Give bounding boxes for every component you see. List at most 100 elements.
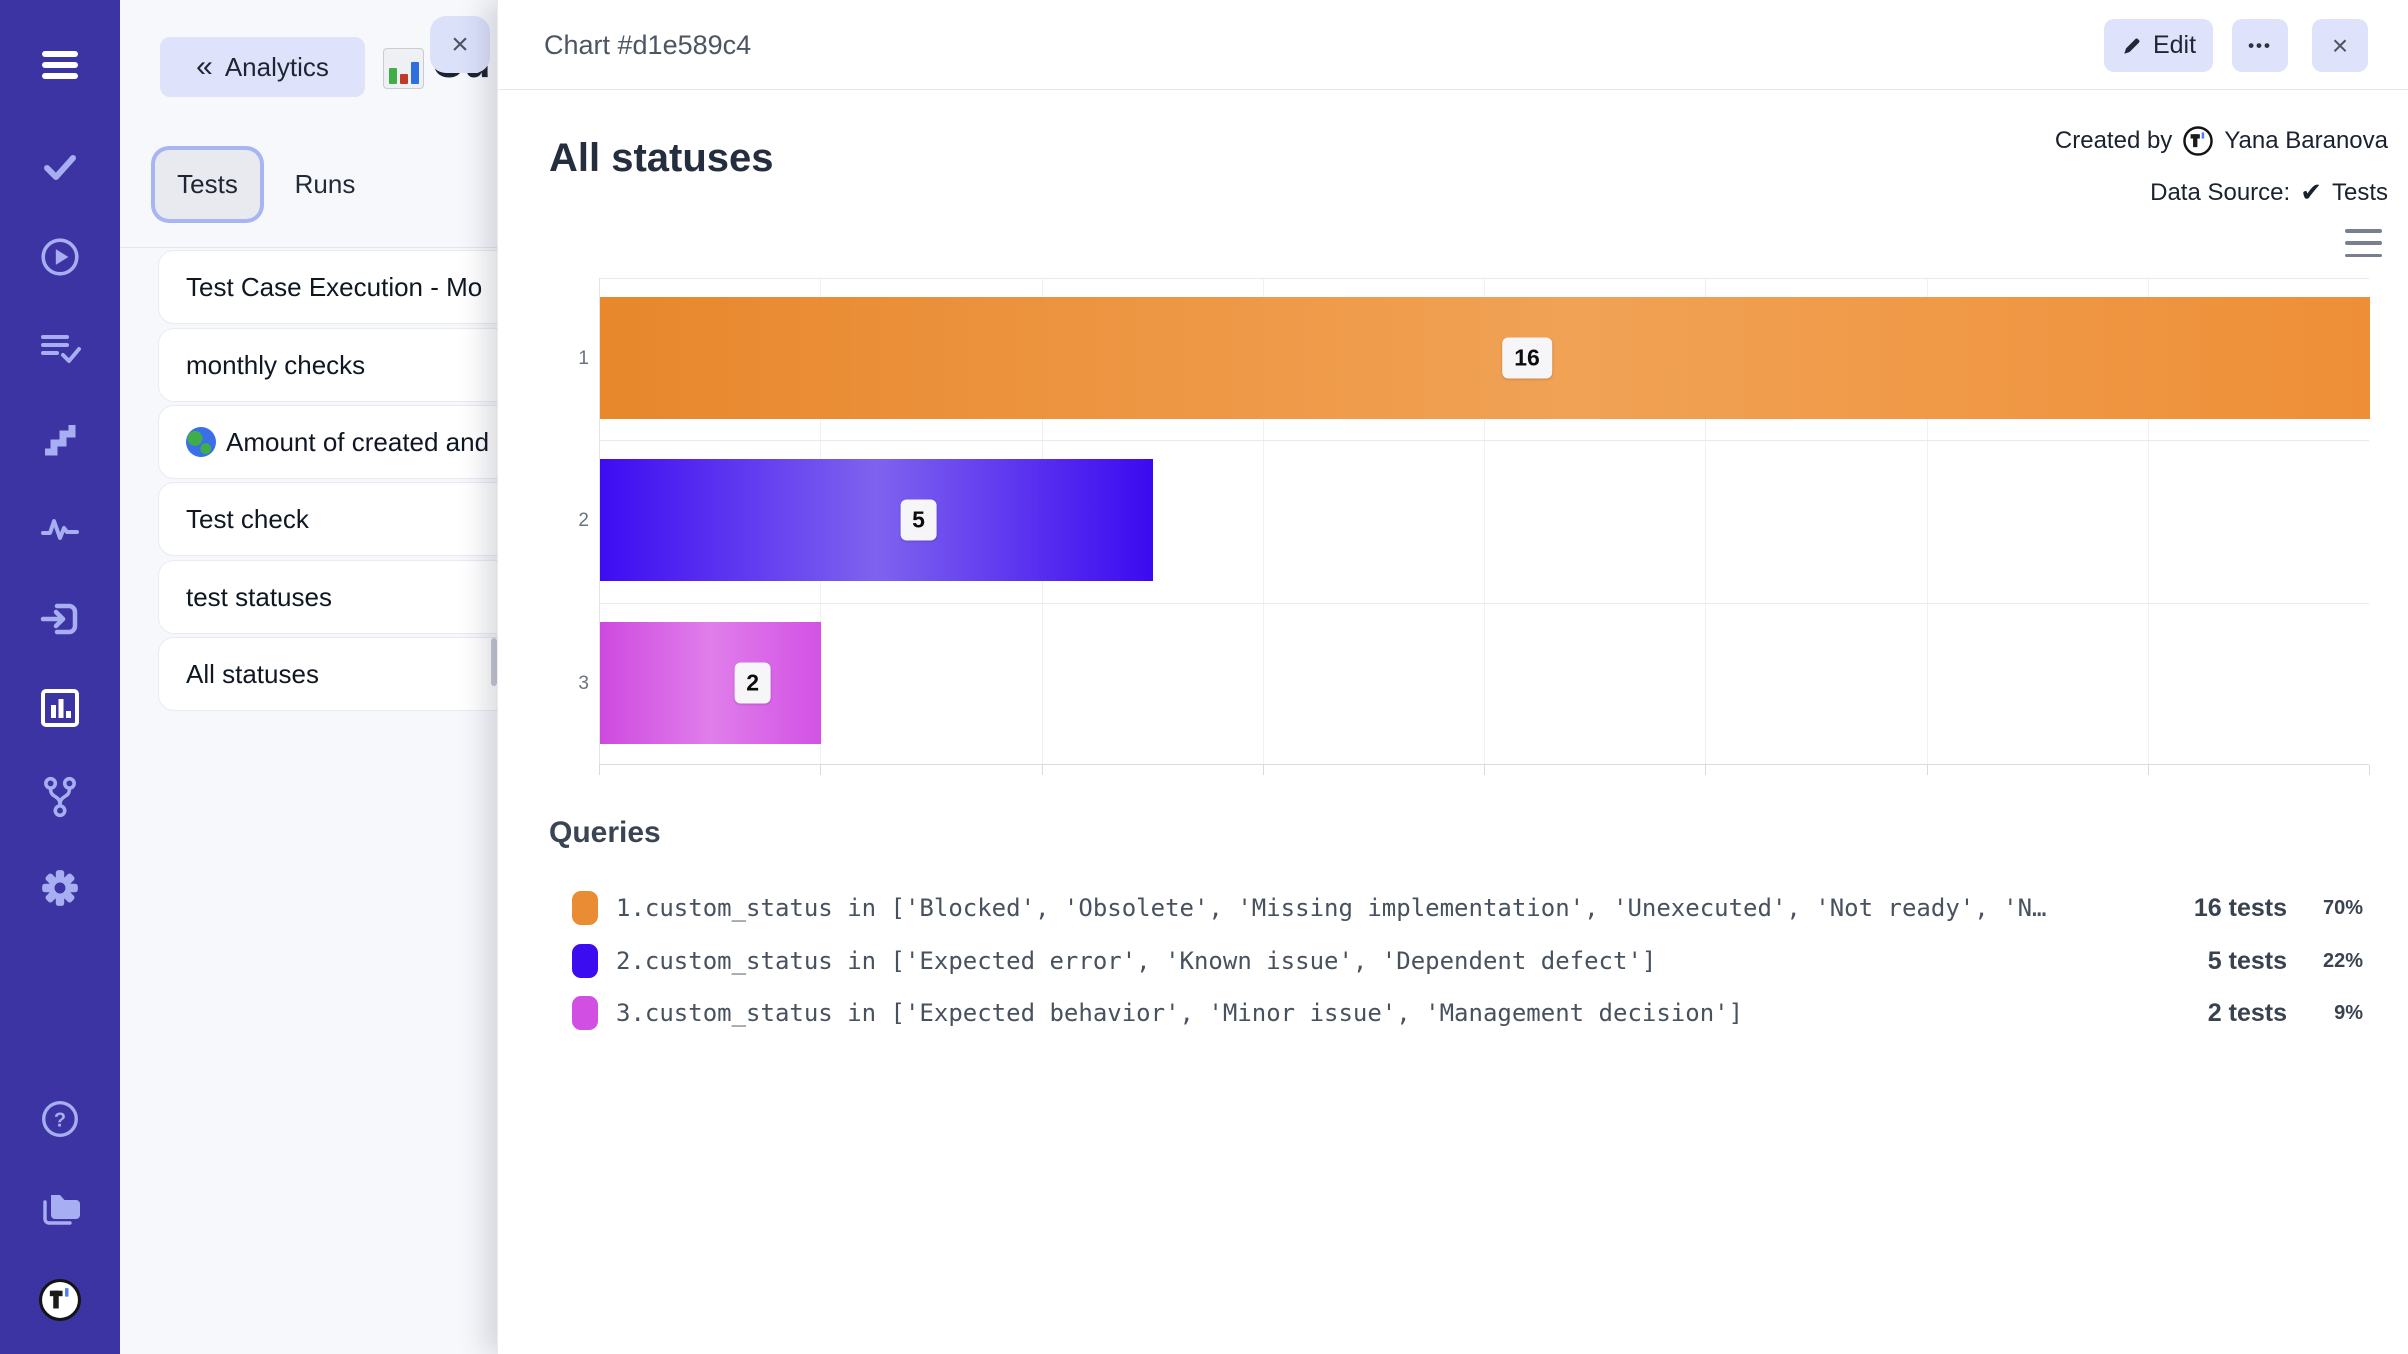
- close-chart-button[interactable]: ×: [2312, 19, 2368, 72]
- bar-value-label: 5: [900, 499, 937, 541]
- hamburger-menu-button[interactable]: [38, 43, 82, 87]
- list-item-label: Test Case Execution - Mo: [186, 271, 483, 302]
- hamburger-icon: [42, 51, 78, 79]
- list-item-test-case-execution[interactable]: Test Case Execution - Mo: [158, 250, 520, 324]
- play-circle-icon: [41, 238, 79, 276]
- author-name: Yana Baranova: [2224, 127, 2388, 154]
- y-axis-label-2: 2: [578, 510, 589, 531]
- row-separator: [599, 603, 2369, 604]
- gridline: [1262, 278, 1264, 765]
- query-color-swatch: [572, 996, 598, 1030]
- list-item-label: Test check: [186, 503, 309, 534]
- x-tick: [1041, 765, 1043, 775]
- y-axis-label-1: 1: [578, 348, 589, 369]
- check-icon: ✔: [2300, 177, 2322, 207]
- query-row-2: 2.custom_status in ['Expected error', 'K…: [572, 939, 2363, 983]
- gridline: [1926, 278, 1928, 765]
- list-item-label: All statuses: [186, 658, 319, 689]
- chart-detail-panel: Chart #d1e589c4 Edit ••• × All statuses …: [497, 0, 2408, 1354]
- sidebar-item-test-plans[interactable]: [38, 326, 82, 370]
- sidebar-item-help[interactable]: ?: [38, 1097, 82, 1141]
- sidebar-item-settings[interactable]: [38, 866, 82, 910]
- list-item-label: Amount of created and: [226, 426, 490, 457]
- close-icon: ×: [2331, 29, 2349, 61]
- list-item-amount-created[interactable]: Amount of created and: [158, 405, 520, 479]
- sidebar-item-projects[interactable]: [38, 1187, 82, 1231]
- activity-icon: [41, 519, 79, 540]
- bar-expected-error-group[interactable]: 5: [600, 459, 1154, 581]
- query-text: 2.custom_status in ['Expected error', 'K…: [616, 947, 1657, 975]
- x-tick: [2147, 765, 2149, 775]
- tabs-divider: [120, 247, 497, 248]
- list-item-monthly-checks[interactable]: monthly checks: [158, 328, 520, 402]
- chart-menu-button[interactable]: [2345, 229, 2382, 257]
- created-by-label: Created by: [2054, 127, 2173, 154]
- nav-rail: ?: [0, 0, 120, 1354]
- emoji-bar-red: [399, 74, 408, 84]
- chart-id-title: Chart #d1e589c4: [544, 29, 752, 60]
- data-source-label: Data Source:: [2150, 178, 2291, 206]
- check-icon: [44, 155, 76, 180]
- list-item-all-statuses[interactable]: All statuses: [158, 637, 520, 711]
- x-tick: [1926, 765, 1928, 775]
- account-avatar-button[interactable]: [38, 1278, 82, 1322]
- y-axis-line: [599, 278, 600, 765]
- query-tests-count: 5 tests: [2207, 946, 2287, 975]
- query-percent: 22%: [2322, 949, 2363, 972]
- x-axis-line: [599, 764, 2369, 765]
- sidebar-item-runs[interactable]: [38, 235, 82, 279]
- bar-expected-behavior-group[interactable]: 2: [600, 622, 822, 744]
- list-item-test-check[interactable]: Test check: [158, 482, 520, 556]
- tab-runs-label: Runs: [294, 169, 356, 199]
- chevrons-left-icon: «: [196, 50, 213, 83]
- x-tick: [1705, 765, 1707, 775]
- row-separator: [599, 278, 2369, 279]
- bar-chart-plot: 1 2 3 16 5 2: [578, 278, 2370, 775]
- tab-tests[interactable]: Tests: [155, 150, 260, 219]
- sidebar-item-analytics[interactable]: [38, 686, 82, 730]
- svg-text:?: ?: [54, 1109, 66, 1131]
- sidebar-item-tests[interactable]: [38, 145, 82, 189]
- bar-blocked-group[interactable]: 16: [600, 297, 2370, 419]
- back-to-analytics-button[interactable]: « Analytics: [160, 37, 365, 97]
- sidebar-item-branches[interactable]: [38, 775, 82, 819]
- gridline: [1705, 278, 1707, 765]
- more-options-button[interactable]: •••: [2232, 19, 2288, 72]
- checklist-icon: [41, 335, 81, 363]
- tab-runs[interactable]: Runs: [280, 150, 370, 219]
- list-item-test-statuses[interactable]: test statuses: [158, 560, 520, 634]
- ellipsis-icon: •••: [2248, 35, 2272, 55]
- testomat-logo: [39, 1279, 81, 1321]
- close-icon: ×: [451, 27, 469, 61]
- tab-tests-label: Tests: [177, 169, 238, 199]
- sidebar-item-import[interactable]: [38, 597, 82, 641]
- query-row-3: 3.custom_status in ['Expected behavior',…: [572, 991, 2363, 1035]
- x-tick: [1262, 765, 1264, 775]
- query-color-swatch: [572, 891, 598, 925]
- y-axis-label-3: 3: [578, 673, 589, 694]
- author-avatar-logo: [2183, 126, 2214, 156]
- emoji-bar-blue: [410, 62, 419, 84]
- gridline: [2147, 278, 2149, 765]
- query-percent: 9%: [2334, 1001, 2363, 1024]
- import-icon: [40, 603, 78, 635]
- bar-chart-icon: [41, 689, 79, 727]
- query-row-1: 1.custom_status in ['Blocked', 'Obsolete…: [572, 886, 2363, 930]
- gear-icon: [42, 870, 78, 906]
- list-scrollbar-thumb[interactable]: [491, 638, 497, 686]
- query-text: 1.custom_status in ['Blocked', 'Obsolete…: [616, 894, 2047, 922]
- sidebar-item-pulse[interactable]: [38, 506, 82, 550]
- row-separator: [599, 440, 2369, 441]
- queries-heading: Queries: [549, 816, 661, 849]
- query-text: 3.custom_status in ['Expected behavior',…: [616, 999, 1744, 1027]
- question-circle-icon: ?: [42, 1101, 78, 1137]
- edit-button[interactable]: Edit: [2104, 19, 2213, 72]
- back-button-label: Analytics: [224, 51, 329, 82]
- pencil-icon: [2124, 38, 2140, 54]
- query-color-swatch: [572, 944, 598, 978]
- x-tick: [1484, 765, 1485, 775]
- panel-close-button[interactable]: ×: [430, 16, 490, 73]
- query-tests-count: 2 tests: [2207, 998, 2287, 1027]
- sidebar-item-steps[interactable]: [38, 416, 82, 460]
